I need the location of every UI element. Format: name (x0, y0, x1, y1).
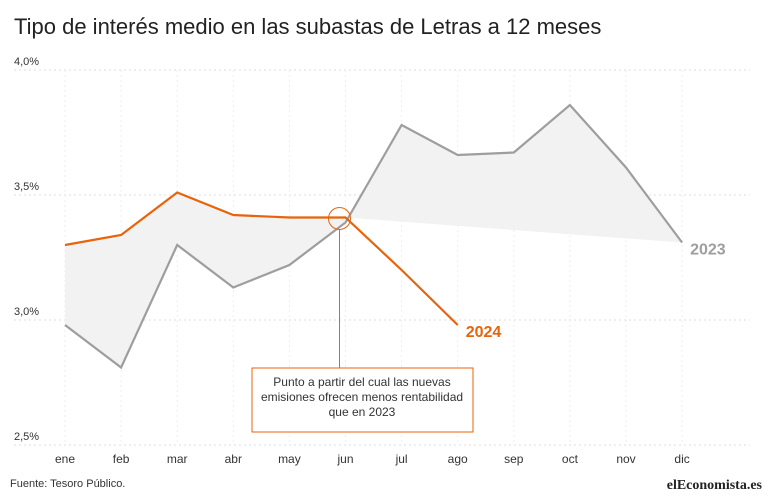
annotation-text: Punto a partir del cual las nuevas (273, 375, 450, 389)
x-tick-label: nov (616, 452, 635, 466)
y-tick-label: 4,0% (14, 56, 39, 68)
x-tick-label: jul (395, 452, 408, 466)
y-tick-label: 2,5% (14, 431, 39, 443)
shade (65, 105, 683, 368)
brand: elEconomista.es (667, 478, 763, 493)
x-tick-label: dic (674, 452, 689, 466)
annotation-text: emisiones ofrecen menos rentabilidad (261, 390, 463, 404)
x-tick-label: may (278, 452, 301, 466)
chart-title: Tipo de interés medio en las subastas de… (14, 14, 601, 39)
y-tick-label: 3,0% (14, 306, 39, 318)
source: Fuente: Tesoro Público. (10, 478, 125, 490)
x-tick-label: ago (448, 452, 468, 466)
annotation-box (251, 367, 474, 433)
x-tick-label: feb (113, 452, 130, 466)
x-tick-label: mar (167, 452, 188, 466)
x-tick-label: ene (55, 452, 75, 466)
y-tick-label: 3,5% (14, 181, 39, 193)
series-label: 2024 (466, 324, 502, 341)
x-tick-label: sep (504, 452, 524, 466)
x-tick-label: abr (225, 452, 242, 466)
annotation-text: que en 2023 (329, 405, 396, 419)
x-tick-label: oct (562, 452, 579, 466)
x-tick-label: jun (336, 452, 353, 466)
series-label: 2023 (690, 242, 726, 259)
series-line (64, 191, 459, 326)
series-line (64, 103, 683, 370)
